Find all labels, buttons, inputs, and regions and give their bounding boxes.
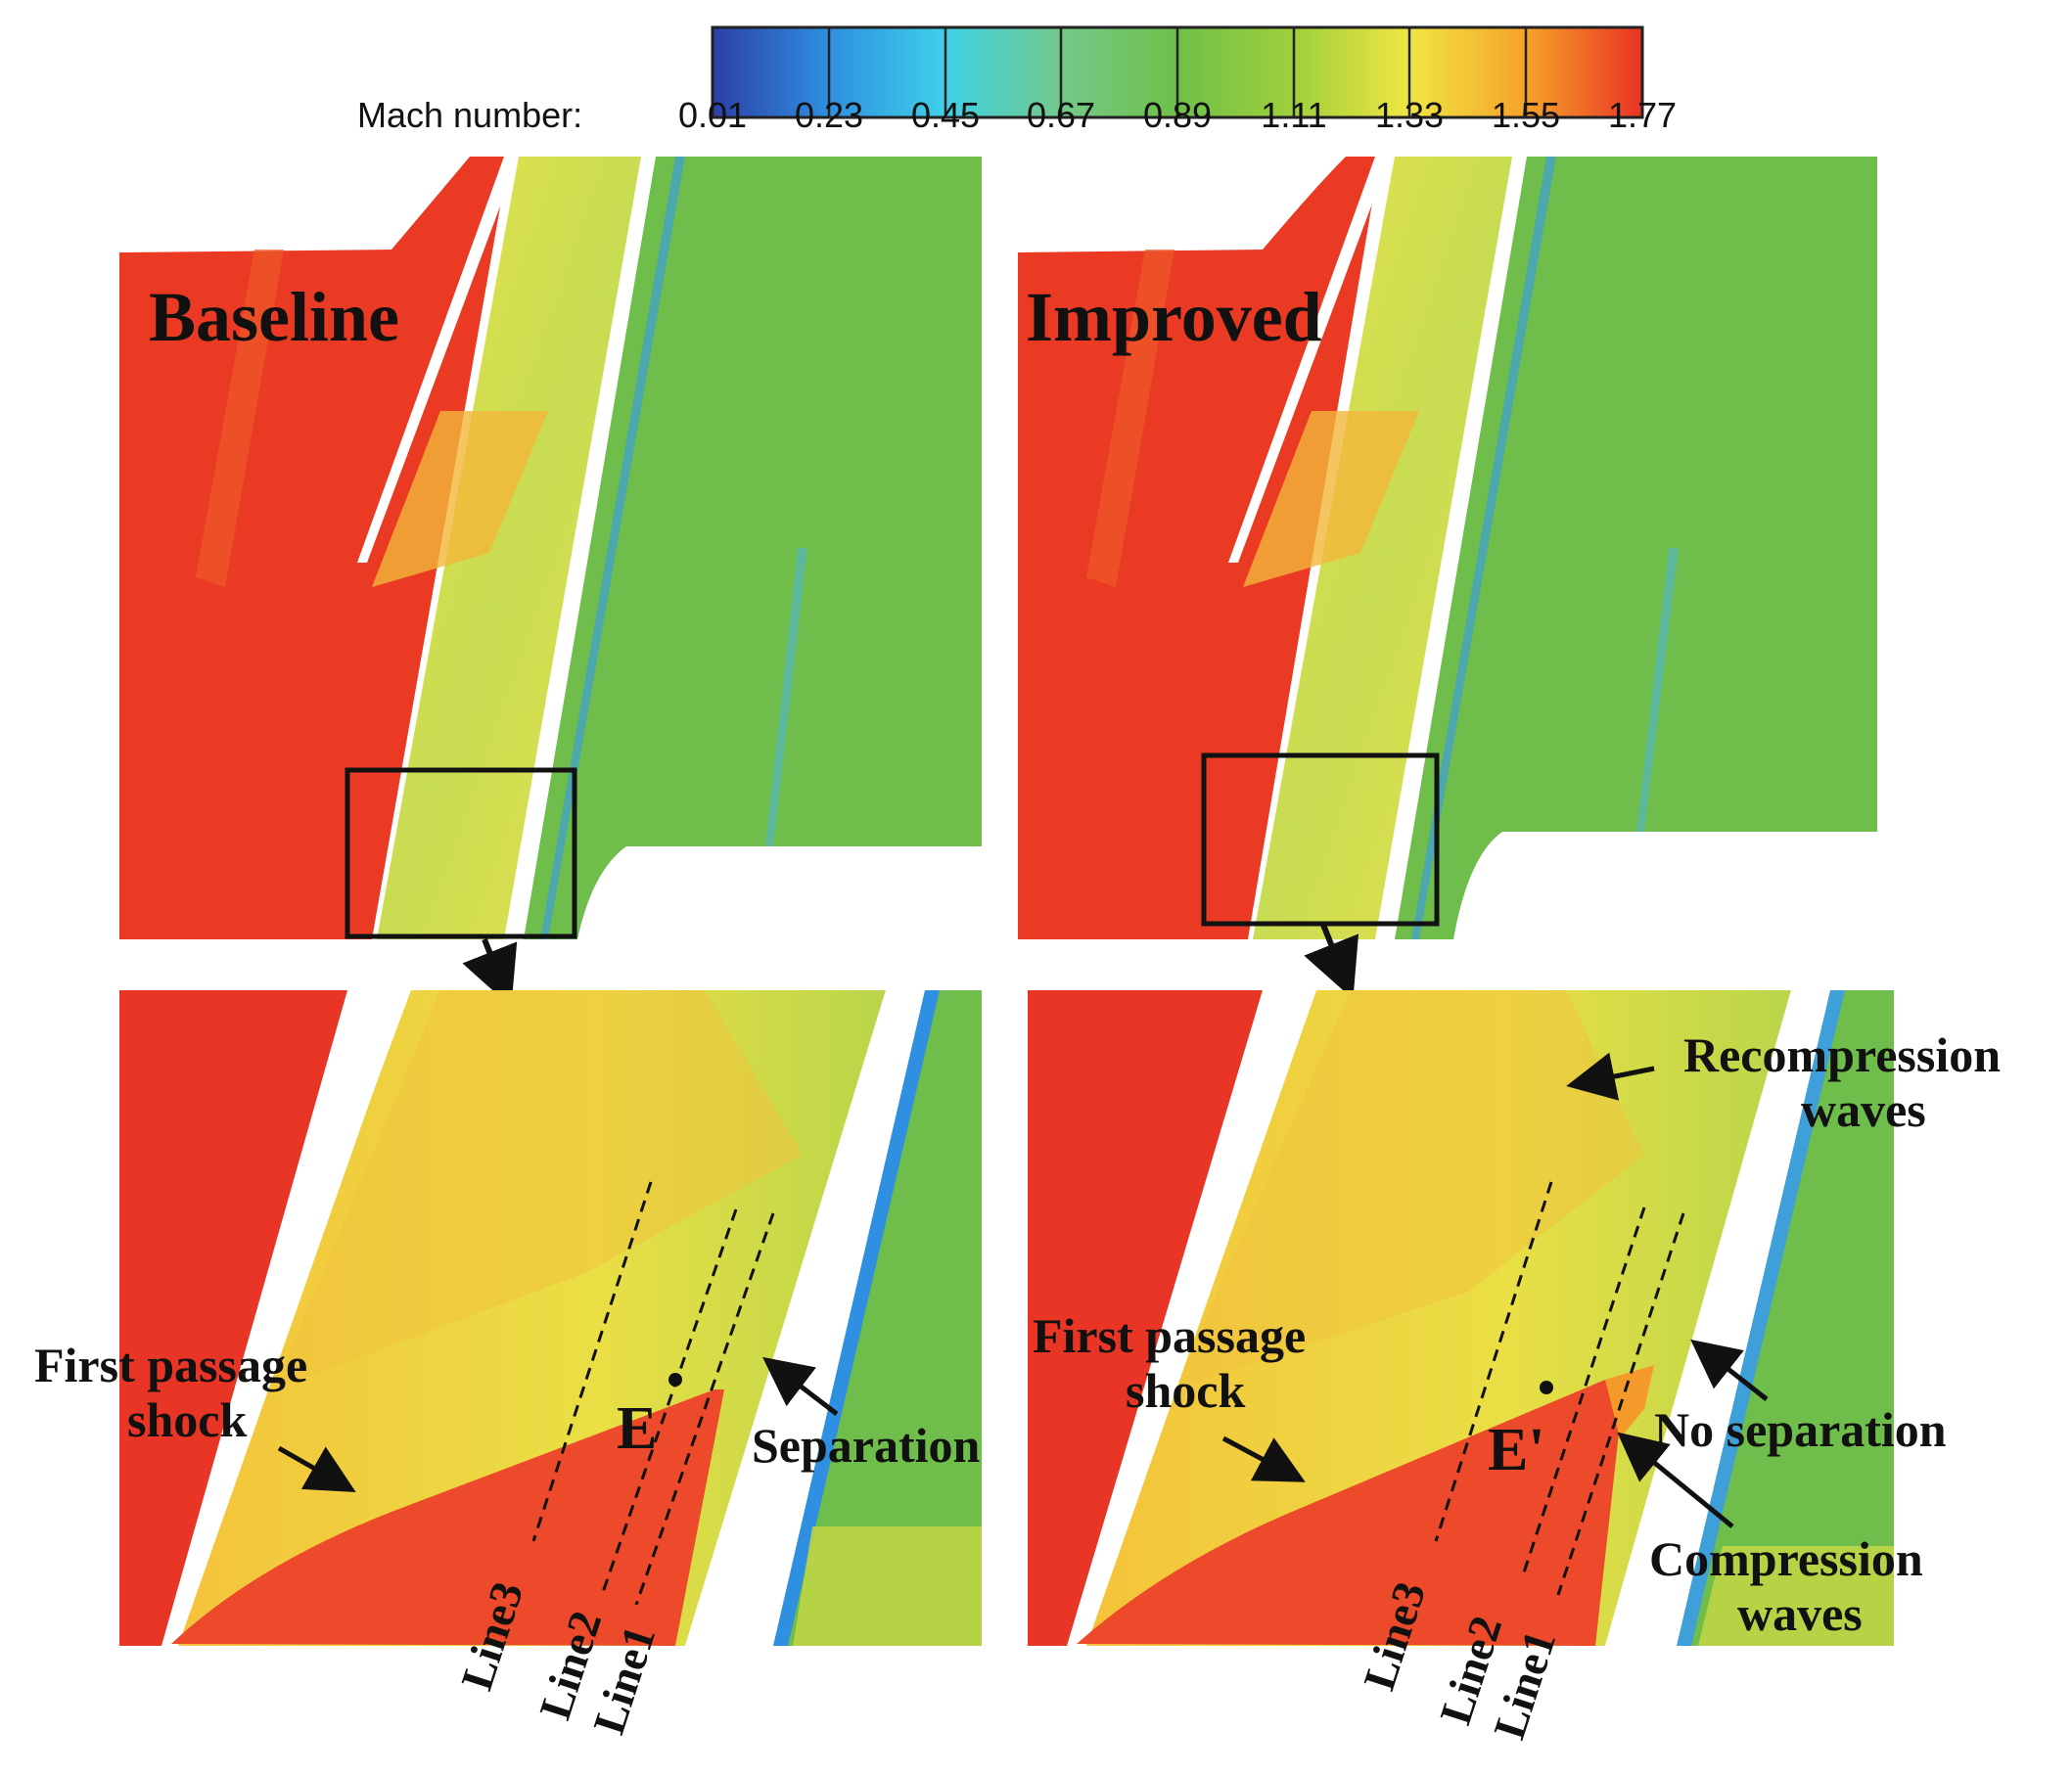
colorbar-tick: 0.67 — [1027, 95, 1095, 135]
baseline-first-shock-arrow — [277, 1445, 356, 1492]
baseline-inlet-shock-band — [196, 250, 284, 587]
baseline-wake-2 — [765, 548, 807, 846]
improved-zoom: E' First passage shock Recompression wav… — [1028, 990, 2013, 1745]
baseline-zoom-blade — [164, 990, 409, 1646]
improved-probe-lines — [1434, 1181, 1685, 1596]
improved-recompression-line1: Recompression — [1683, 1027, 2001, 1082]
baseline-first-shock-line1: First passage — [34, 1338, 307, 1392]
improved-compression-label: Compression waves — [1649, 1531, 1935, 1641]
improved-contour: Improved — [1018, 157, 1877, 939]
improved-recompression-label: Recompression waves — [1683, 1027, 2013, 1137]
baseline-probe-lines — [531, 1181, 775, 1606]
improved-zoom-outlet — [1683, 990, 1894, 1646]
improved-zoom-compression-patch — [1605, 1365, 1654, 1438]
improved-passage — [1253, 157, 1522, 939]
improved-zoom-inlet — [1028, 990, 1263, 1646]
improved-wake-1 — [1411, 157, 1556, 939]
colorbar-tick: 0.23 — [795, 95, 863, 135]
improved-title: Improved — [1026, 278, 1322, 356]
colorbar-tick: 0.89 — [1143, 95, 1212, 135]
baseline-contour: Baseline — [119, 157, 982, 939]
colorbar-tick: 1.55 — [1492, 95, 1560, 135]
improved-first-shock-line2: shock — [1126, 1363, 1245, 1418]
baseline-zoom-outlet-lower — [793, 1526, 982, 1646]
colorbar-tick: 0.45 — [911, 95, 980, 135]
baseline-zoom: E First passage shock Separation Line3 L… — [34, 990, 982, 1740]
colorbar-tick: 1.11 — [1261, 95, 1326, 135]
improved-zoom-box — [1201, 752, 1440, 927]
improved-wake-2 — [1636, 548, 1679, 832]
baseline-zoom-gap — [685, 990, 938, 1646]
baseline-zoom-inlet — [119, 990, 347, 1646]
baseline-point-e: E — [617, 1395, 657, 1462]
baseline-inlet-region — [119, 157, 509, 939]
improved-zoom-passage-region — [1174, 990, 1644, 1389]
baseline-separation-label: Separation — [752, 1418, 981, 1473]
improved-recompression-line2: waves — [1801, 1082, 1926, 1137]
improved-point-e: E' — [1488, 1417, 1545, 1483]
improved-first-shock-line1: First passage — [1033, 1308, 1306, 1363]
improved-first-shock-arrow — [1221, 1435, 1306, 1482]
baseline-separation-arrow — [762, 1356, 839, 1416]
baseline-passage-lower-shock — [372, 411, 548, 587]
colorbar-tick: 0.01 — [678, 95, 747, 135]
improved-zoom-subsonic-region — [1077, 1380, 1625, 1646]
baseline-zoom-box — [345, 767, 577, 939]
improved-blade-2 — [1375, 157, 1527, 939]
baseline-wake-1 — [540, 157, 685, 939]
improved-zoom-separation-free-layer — [1677, 990, 1845, 1646]
baseline-title: Baseline — [149, 278, 399, 356]
improved-no-separation-label: No separation — [1654, 1402, 1947, 1457]
improved-compression-line2: waves — [1737, 1586, 1863, 1641]
improved-inlet-shock-band — [1086, 250, 1174, 587]
baseline-passage — [377, 157, 651, 939]
baseline-blade-1 — [357, 157, 519, 563]
baseline-blade-2 — [504, 157, 656, 939]
colorbar-tick: 1.33 — [1375, 95, 1444, 135]
improved-zoom-outlet-lower — [1698, 1546, 1894, 1646]
baseline-zoom-separation — [773, 990, 940, 1646]
improved-inlet-region — [1018, 157, 1380, 939]
improved-zoom-blade — [1072, 990, 1316, 1646]
improved-compression-line1: Compression — [1649, 1531, 1923, 1586]
colorbar: Mach number: 0.01 0.23 0.45 0.67 0.89 1.… — [357, 25, 1677, 135]
improved-zoom-arrow — [1304, 923, 1359, 1000]
colorbar-dividers — [827, 27, 1528, 117]
colorbar-tick: 1.77 — [1608, 95, 1677, 135]
improved-point-e-marker — [1540, 1381, 1553, 1394]
baseline-zoom-subsonic-region — [171, 1389, 724, 1646]
baseline-first-shock-line2: shock — [127, 1392, 247, 1447]
improved-blade-1 — [1228, 157, 1390, 563]
improved-passage-lower-shock — [1243, 411, 1419, 587]
baseline-point-e-marker — [668, 1373, 682, 1387]
baseline-zoom-arrow — [462, 937, 518, 1008]
improved-no-separation-arrow — [1690, 1339, 1769, 1401]
improved-recompression-arrow — [1566, 1052, 1655, 1101]
baseline-outlet-region — [524, 157, 982, 939]
baseline-first-shock-label: First passage shock — [34, 1338, 320, 1447]
improved-first-shock-label: First passage shock — [1033, 1308, 1318, 1418]
colorbar-label: Mach number: — [357, 95, 582, 135]
baseline-zoom-passage-region — [274, 990, 803, 1389]
improved-compression-arrow — [1617, 1432, 1734, 1528]
